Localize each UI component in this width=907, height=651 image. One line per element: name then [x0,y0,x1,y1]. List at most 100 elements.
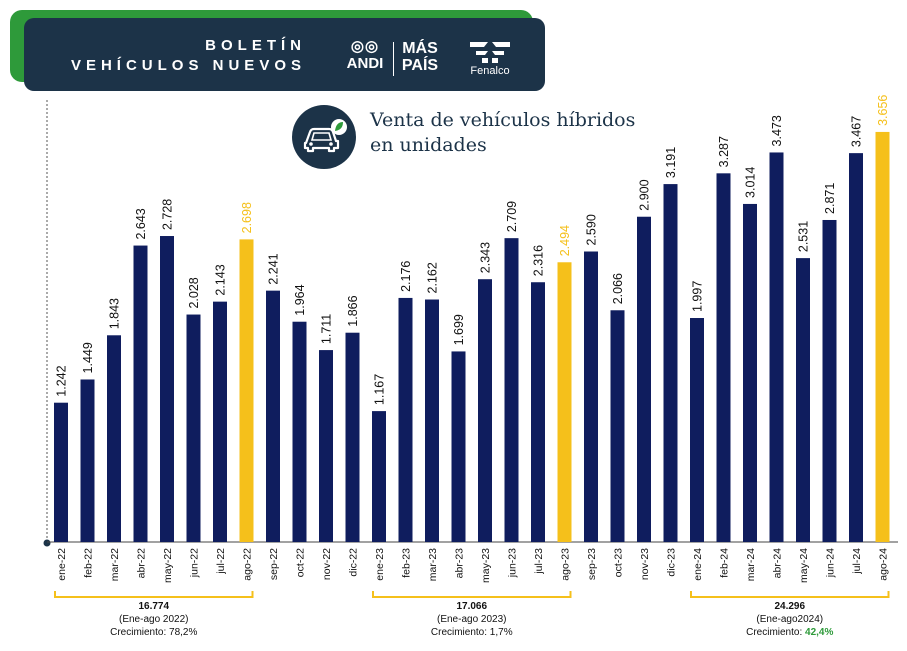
x-tick-label-nov-22: nov-22 [321,548,333,580]
data-label-jul-22: 2.143 [214,264,228,295]
data-label-may-23: 2.343 [479,242,493,273]
x-tick-label-ene-24: ene-24 [692,548,704,581]
x-tick-label-ago-23: ago-23 [560,548,572,581]
x-tick-label-jun-24: jun-24 [825,548,837,578]
x-tick-label-ene-22: ene-22 [56,548,68,581]
period-total: 16.774 [138,601,170,612]
fenalco-mark-icon [470,42,510,63]
bar-dic-22 [345,332,360,542]
x-tick-label-dic-23: dic-23 [666,548,678,577]
bar-nov-23 [637,216,651,542]
bar-oct-22 [292,321,307,542]
data-label-mar-24: 3.014 [744,167,758,198]
x-tick-label-may-22: may-22 [162,548,174,583]
period-total: 17.066 [456,601,488,612]
period-growth: Crecimiento: 1,7% [357,626,587,639]
x-tick-label-dic-22: dic-22 [348,548,360,577]
period-growth: Crecimiento: 42,4% [675,626,905,639]
bar-jul-23 [531,282,545,542]
data-label-jul-24: 3.467 [850,116,864,147]
bar-feb-24 [716,173,731,542]
x-tick-label-sep-23: sep-23 [586,548,598,580]
data-label-jun-23: 2.709 [505,201,519,232]
data-label-ago-23: 2.494 [558,225,572,256]
period-bracket-2 [372,591,572,598]
data-label-jun-22: 2.028 [187,277,201,308]
bar-nov-22 [319,350,333,542]
axis-origin-dot [43,539,51,547]
x-tick-label-mar-23: mar-23 [427,548,439,581]
x-tick-label-feb-23: feb-23 [401,548,413,578]
mas-pais-logo-line1: MÁS [402,40,438,57]
bar-may-24 [796,258,810,542]
bar-jun-23 [504,238,519,542]
period-total: 24.296 [774,601,806,612]
growth-label: Crecimiento: [746,627,806,638]
x-tick-label-ago-24: ago-24 [878,548,890,581]
bar-may-23 [478,279,492,542]
period-range: (Ene-ago 2022) [119,614,189,625]
bulletin-header: BOLETÍN VEHÍCULOS NUEVOS ◎◎ ANDI MÁS PAÍ… [24,18,545,91]
x-tick-label-mar-24: mar-24 [745,548,757,581]
data-label-may-22: 2.728 [161,199,175,230]
data-label-dic-23: 3.191 [664,147,678,178]
x-tick-label-sep-22: sep-22 [268,548,280,580]
bulletin-title-line1: BOLETÍN [205,37,306,54]
x-tick-label-feb-22: feb-22 [83,548,95,578]
bar-jun-22 [186,314,201,542]
chart-title: Venta de vehículos híbridos en unidades [370,108,690,158]
bar-feb-22 [80,379,95,542]
logo-divider [393,42,394,76]
period-range: (Ene-ago2024) [756,614,824,625]
data-label-feb-23: 2.176 [399,261,413,292]
period-bracket-3 [690,591,890,598]
growth-value: 1,7% [489,627,513,638]
data-label-ene-22: 1.242 [55,365,69,396]
bar-mar-24 [743,203,757,542]
x-tick-label-may-24: may-24 [798,548,810,583]
period-range: (Ene-ago 2023) [437,614,507,625]
x-tick-label-ene-23: ene-23 [374,548,386,581]
growth-label: Crecimiento: [110,627,170,638]
chart-title-line2: en unidades [370,134,487,156]
x-tick-label-nov-23: nov-23 [639,548,651,580]
chart-title-line1: Venta de vehículos híbridos [370,109,636,131]
bar-jun-24 [822,219,837,543]
data-label-feb-22: 1.449 [81,342,95,373]
data-label-ene-24: 1.997 [691,281,705,312]
x-tick-label-abr-24: abr-24 [772,548,784,579]
x-tick-label-jun-23: jun-23 [507,548,519,578]
bar-ago-22 [239,239,254,543]
growth-value: 42,4% [805,627,834,638]
x-tick-label-jul-24: jul-24 [851,548,863,575]
bar-ago-23 [557,262,572,542]
bulletin-title-line2: VEHÍCULOS NUEVOS [70,57,306,74]
data-label-may-24: 2.531 [797,221,811,252]
hybrid-car-leaf-icon [292,105,356,169]
data-label-sep-22: 2.241 [267,253,281,284]
bar-mar-22 [107,335,121,542]
x-tick-label-mar-22: mar-22 [109,548,121,581]
andi-mark-icon: ◎◎ [350,38,380,55]
period-growth: Crecimiento: 78,2% [39,626,269,639]
mas-pais-logo: MÁS PAÍS [397,40,443,74]
x-tick-label-jul-23: jul-23 [533,548,545,575]
x-tick-label-jun-22: jun-22 [189,548,201,578]
x-tick-label-may-23: may-23 [480,548,492,583]
data-label-mar-22: 1.843 [108,298,122,329]
x-tick-label-jul-22: jul-22 [215,548,227,575]
fenalco-logo: Fenalco [460,38,520,78]
x-tick-label-abr-23: abr-23 [454,548,466,579]
period-summary-2: 17.066 (Ene-ago 2023) Crecimiento: 1,7% [357,600,587,639]
bar-mar-23 [425,299,439,542]
x-tick-label-feb-24: feb-24 [719,548,731,578]
data-label-nov-23: 2.900 [638,179,652,210]
x-tick-label-oct-23: oct-23 [613,548,625,577]
mas-pais-logo-line2: PAÍS [401,57,439,74]
data-label-ago-24: 3.656 [876,95,890,126]
bar-may-22 [160,236,174,543]
data-label-abr-24: 3.473 [770,115,784,146]
period-summary-1: 16.774 (Ene-ago 2022) Crecimiento: 78,2% [39,600,269,639]
fenalco-logo-text: Fenalco [470,65,510,77]
